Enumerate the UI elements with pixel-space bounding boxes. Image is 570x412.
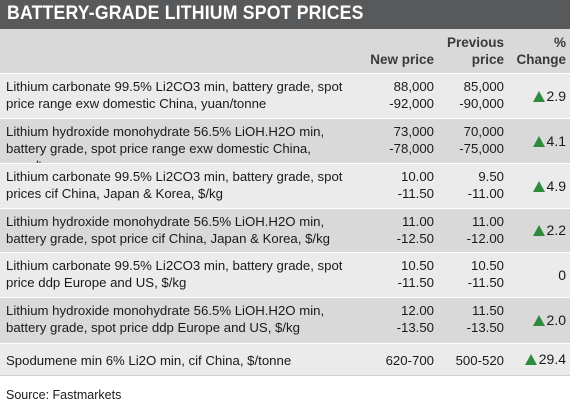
change-cell: 4.1	[532, 133, 566, 150]
previous-price: 70,000 -75,000	[459, 124, 504, 156]
new-price: 12.00 -13.50	[396, 303, 434, 335]
previous-price: 9.50 -11.00	[467, 169, 504, 201]
change-cell: 4.9	[532, 178, 566, 195]
table-row: Lithium carbonate 99.5% Li2CO3 min, batt…	[0, 73, 570, 118]
header-change-line1: %	[553, 35, 566, 50]
triangle-up-icon	[532, 136, 545, 147]
new-price: 73,000 -78,000	[389, 124, 434, 156]
table-header: New price Previous price % Change	[0, 29, 570, 73]
table-row: Lithium hydroxide monohydrate 56.5% LiOH…	[0, 208, 570, 252]
new-price: 620-700	[385, 353, 434, 368]
previous-price: 10.50 -11.50	[467, 258, 504, 290]
previous-price: 500-520	[455, 353, 504, 368]
change-cell: 0	[558, 267, 566, 284]
triangle-up-icon	[532, 91, 545, 102]
divider	[0, 375, 570, 376]
change-value: 2.2	[546, 222, 566, 238]
previous-price: 11.00 -12.00	[466, 214, 504, 246]
table-row: Lithium carbonate 99.5% Li2CO3 min, batt…	[0, 252, 570, 297]
title-bar: BATTERY-GRADE LITHIUM SPOT PRICES	[0, 0, 570, 29]
change-cell: 2.0	[532, 312, 566, 329]
product-name: Lithium hydroxide monohydrate 56.5% LiOH…	[6, 303, 325, 335]
new-price: 11.00 -12.50	[396, 214, 434, 246]
change-cell: 2.9	[532, 88, 566, 105]
table-row: Spodumene min 6% Li2O min, cif China, $/…	[0, 343, 570, 375]
triangle-up-icon	[524, 354, 537, 365]
change-value: 4.9	[546, 178, 566, 194]
product-name: Lithium carbonate 99.5% Li2CO3 min, batt…	[6, 258, 343, 290]
previous-price: 85,000 -90,000	[459, 79, 504, 111]
new-price: 10.00 -11.50	[397, 169, 434, 201]
change-value: 2.0	[546, 312, 566, 328]
header-new-price: New price	[370, 52, 434, 67]
change-value: 29.4	[538, 351, 566, 367]
chart-title: BATTERY-GRADE LITHIUM SPOT PRICES	[7, 3, 364, 24]
product-name: Spodumene min 6% Li2O min, cif China, $/…	[6, 353, 292, 368]
change-cell: 29.4	[524, 351, 566, 368]
header-change-line2: Change	[516, 52, 566, 67]
change-value: 0	[558, 267, 566, 283]
triangle-up-icon	[532, 225, 545, 236]
change-cell: 2.2	[532, 222, 566, 239]
source-note: Source: Fastmarkets	[6, 388, 122, 402]
header-previous-line2: price	[471, 52, 504, 67]
header-change: % Change	[510, 34, 566, 68]
product-name: Lithium carbonate 99.5% Li2CO3 min, batt…	[6, 79, 343, 111]
triangle-up-icon	[532, 181, 545, 192]
triangle-up-icon	[532, 315, 545, 326]
table-row: Lithium carbonate 99.5% Li2CO3 min, batt…	[0, 163, 570, 208]
new-price: 10.50 -11.50	[397, 258, 434, 290]
header-previous-price: Previous price	[430, 34, 504, 68]
new-price: 88,000 -92,000	[389, 79, 434, 111]
change-value: 4.1	[546, 133, 566, 149]
header-previous-line1: Previous	[446, 35, 504, 50]
product-name: Lithium hydroxide monohydrate 56.5% LiOH…	[6, 214, 331, 246]
table-row: Lithium hydroxide monohydrate 56.5% LiOH…	[0, 118, 570, 173]
change-value: 2.9	[546, 88, 566, 104]
previous-price: 11.50 -13.50	[466, 303, 504, 335]
product-name: Lithium carbonate 99.5% Li2CO3 min, batt…	[6, 169, 343, 201]
table-row: Lithium hydroxide monohydrate 56.5% LiOH…	[0, 297, 570, 343]
